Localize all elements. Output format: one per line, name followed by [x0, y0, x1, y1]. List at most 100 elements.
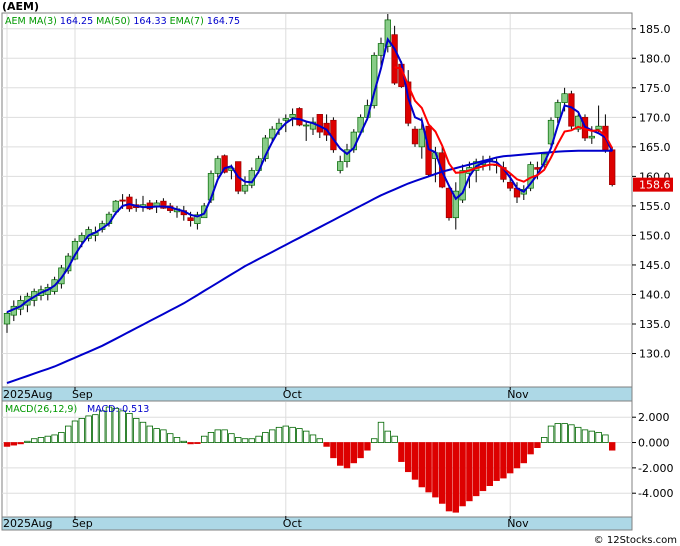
- macd-bar-positive: [180, 440, 187, 443]
- macd-bar-positive: [71, 420, 79, 443]
- candle: [269, 126, 276, 141]
- price-y-axis: 130.0135.0140.0145.0150.0155.0160.0165.0…: [632, 23, 671, 361]
- macd-bar-positive: [391, 435, 398, 443]
- candle: [391, 25, 398, 85]
- candle: [568, 90, 575, 130]
- candle-body-up: [309, 121, 317, 130]
- macd-histogram: [3, 406, 616, 513]
- macd-bar-positive: [112, 407, 119, 443]
- candle-body-down: [507, 181, 514, 189]
- date-label: Nov: [507, 517, 529, 530]
- candle: [547, 117, 555, 147]
- macd-bar-positive: [554, 423, 561, 443]
- last-price-box: [633, 177, 673, 192]
- candle: [3, 312, 11, 333]
- macd-bar-positive: [207, 431, 215, 443]
- macd-bar-positive: [119, 410, 126, 443]
- date-label: Sep: [72, 517, 93, 530]
- macd-bar-negative: [506, 442, 514, 474]
- candle: [377, 37, 385, 68]
- candle-body-up: [595, 125, 602, 130]
- date-label: Nov: [507, 388, 529, 401]
- legend-entry: 164.25: [57, 16, 93, 27]
- candle: [214, 155, 221, 178]
- price-y-tick-label: 180.0: [639, 52, 671, 65]
- price-y-tick-label: 145.0: [639, 259, 671, 272]
- last-price-text: 158.6: [639, 179, 671, 192]
- candle: [126, 194, 133, 212]
- candle-body-down: [405, 81, 412, 124]
- candle: [303, 122, 310, 141]
- macd-bar-positive: [92, 414, 99, 443]
- price-y-tick-label: 175.0: [639, 82, 671, 95]
- price-y-tick-label: 185.0: [639, 23, 671, 36]
- candle-body-up: [303, 124, 310, 127]
- legend-entry: EMA(7): [167, 16, 204, 27]
- candle-body-down: [126, 196, 133, 210]
- candle-body-up: [337, 161, 344, 171]
- macd-bar-negative: [493, 442, 500, 481]
- macd-bar-positive: [166, 433, 174, 443]
- macd-bar-positive: [384, 430, 391, 443]
- macd-bar-positive: [581, 429, 589, 443]
- price-y-tick-label: 140.0: [639, 288, 671, 301]
- macd-bar-positive: [85, 415, 92, 443]
- candle-body-up: [194, 214, 201, 224]
- price-grid: [2, 14, 632, 386]
- macd-bar-negative: [534, 442, 541, 448]
- macd-bar-positive: [248, 438, 255, 443]
- macd-bar-positive: [370, 438, 378, 443]
- last-price-tag: 158.6: [633, 177, 673, 192]
- legend-entry: 164.33: [130, 16, 166, 27]
- candle: [296, 107, 303, 127]
- macd-bar-positive: [575, 426, 582, 443]
- macd-bar-negative: [3, 442, 11, 447]
- candle-body-up: [377, 43, 385, 56]
- macd-bar-positive: [262, 431, 269, 443]
- macd-bar-negative: [472, 442, 480, 497]
- candle: [609, 146, 616, 187]
- price-lines: [6, 37, 614, 384]
- macd-bar-positive: [221, 429, 228, 443]
- series-line-ema7: [394, 66, 614, 183]
- candle: [384, 14, 391, 53]
- macd-bar-positive: [214, 429, 221, 443]
- price-legend-text: AEM MA(3) 164.25 MA(50) 164.33 EMA(7) 16…: [5, 16, 240, 27]
- candle-body-down: [534, 167, 541, 170]
- ticker-label: (AEM): [2, 0, 39, 13]
- macd-bar-negative: [609, 442, 616, 451]
- macd-bar-positive: [51, 434, 58, 443]
- footer-credit: © 12Stocks.com: [594, 535, 677, 546]
- price-y-tick-label: 135.0: [639, 318, 671, 331]
- candle: [241, 176, 249, 195]
- macd-legend: MACD(26,12,9) MACD:-0.513: [5, 404, 149, 415]
- candle-body-up: [554, 102, 561, 118]
- macd-bar-positive: [160, 429, 167, 443]
- candle-body-down: [568, 93, 575, 127]
- macd-y-tick-label: -4.000: [638, 487, 673, 500]
- macd-bar-positive: [200, 435, 208, 443]
- macd-bar-positive: [30, 438, 38, 443]
- macd-y-axis: -4.000 -2.000 0.000 2.000: [632, 411, 673, 500]
- macd-bar-negative: [330, 442, 337, 459]
- macd-bar-positive: [309, 434, 317, 443]
- candle-body-up: [282, 118, 289, 121]
- macd-bar-positive: [173, 437, 181, 443]
- candle: [221, 154, 228, 174]
- macd-bar-negative: [479, 442, 487, 492]
- macd-bar-positive: [234, 437, 242, 443]
- candle-body-up: [343, 149, 351, 162]
- macd-bar-positive: [595, 431, 602, 443]
- macd-bar-negative: [425, 442, 432, 493]
- macd-legend-name: MACD(26,12,9): [5, 404, 77, 415]
- macd-bar-positive: [568, 424, 575, 443]
- macd-bar-positive: [268, 429, 276, 443]
- macd-bar-negative: [527, 442, 534, 455]
- macd-bar-positive: [65, 425, 72, 443]
- price-y-tick-label: 150.0: [639, 229, 671, 242]
- macd-bar-positive: [547, 425, 555, 443]
- candle-body-up: [588, 135, 595, 139]
- macd-bar-positive: [561, 423, 568, 443]
- candle-body-down: [391, 34, 398, 84]
